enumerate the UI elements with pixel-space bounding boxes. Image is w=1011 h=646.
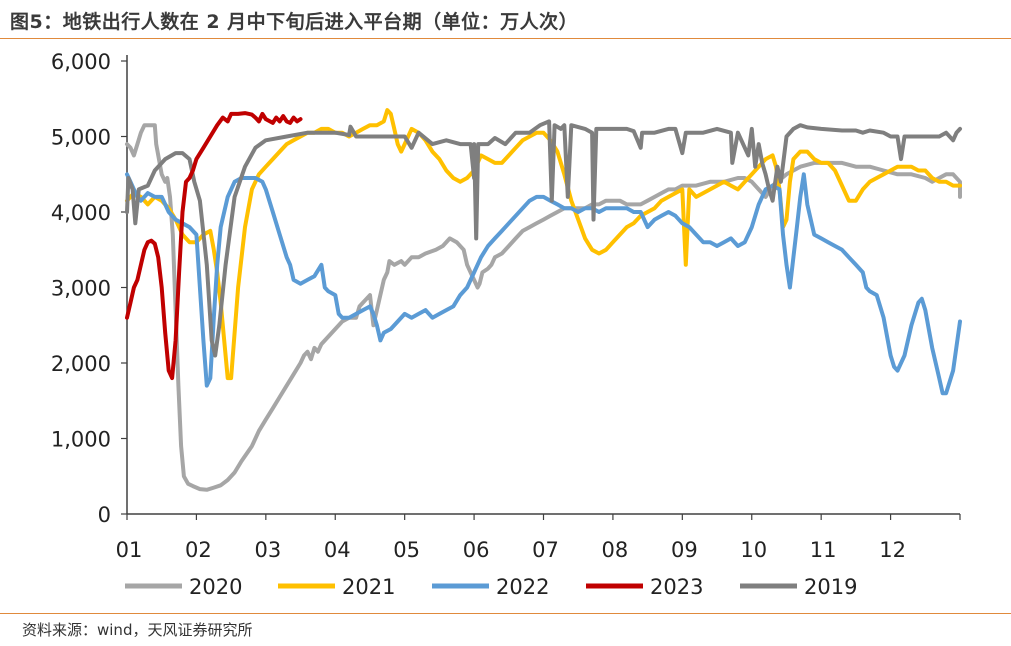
axes: 0 1,000 2,000 3,000 4,000 5,000 6,000 01 02 03 04 0… xyxy=(51,50,961,562)
x-tick-label: 08 xyxy=(602,538,629,562)
y-tick-label: 0 xyxy=(98,503,111,527)
legend: 2020 2021 2022 2023 2019 xyxy=(125,575,857,599)
legend-label-2023: 2023 xyxy=(650,575,703,599)
y-tick-label: 1,000 xyxy=(51,428,111,452)
series-line-2019 xyxy=(125,119,962,358)
x-tick-label: 04 xyxy=(324,538,351,562)
x-tick-label: 11 xyxy=(810,538,837,562)
source-note: 资料来源：wind，天风证券研究所 xyxy=(22,621,253,639)
series-line-2021 xyxy=(125,108,962,381)
title-divider xyxy=(0,38,1011,39)
x-tick-label: 07 xyxy=(532,538,559,562)
x-tick-label: 05 xyxy=(393,538,420,562)
x-tick-label: 10 xyxy=(740,538,767,562)
figure-title: 图5：地铁出行人数在 2 月中下旬后进入平台期（单位：万人次） xyxy=(10,11,579,33)
x-tick-label: 09 xyxy=(671,538,698,562)
legend-label-2021: 2021 xyxy=(342,575,395,599)
x-tick-label: 06 xyxy=(463,538,490,562)
y-tick-label: 3,000 xyxy=(51,277,111,301)
x-tick-label: 01 xyxy=(116,538,143,562)
y-tick-label: 4,000 xyxy=(51,201,111,225)
series-lines xyxy=(125,108,962,492)
y-tick-label: 2,000 xyxy=(51,352,111,376)
series-line-2022 xyxy=(125,172,962,396)
y-tick-label: 6,000 xyxy=(51,50,111,74)
legend-label-2019: 2019 xyxy=(804,575,857,599)
x-tick-label: 02 xyxy=(185,538,212,562)
x-tick-label: 03 xyxy=(254,538,281,562)
line-chart: 0 1,000 2,000 3,000 4,000 5,000 6,000 01 02 03 04 0… xyxy=(51,50,962,599)
legend-label-2022: 2022 xyxy=(496,575,549,599)
series-line-2023 xyxy=(125,111,303,381)
x-tick-label: 12 xyxy=(879,538,906,562)
legend-label-2020: 2020 xyxy=(189,575,242,599)
source-divider xyxy=(0,613,1011,614)
y-tick-label: 5,000 xyxy=(51,126,111,150)
